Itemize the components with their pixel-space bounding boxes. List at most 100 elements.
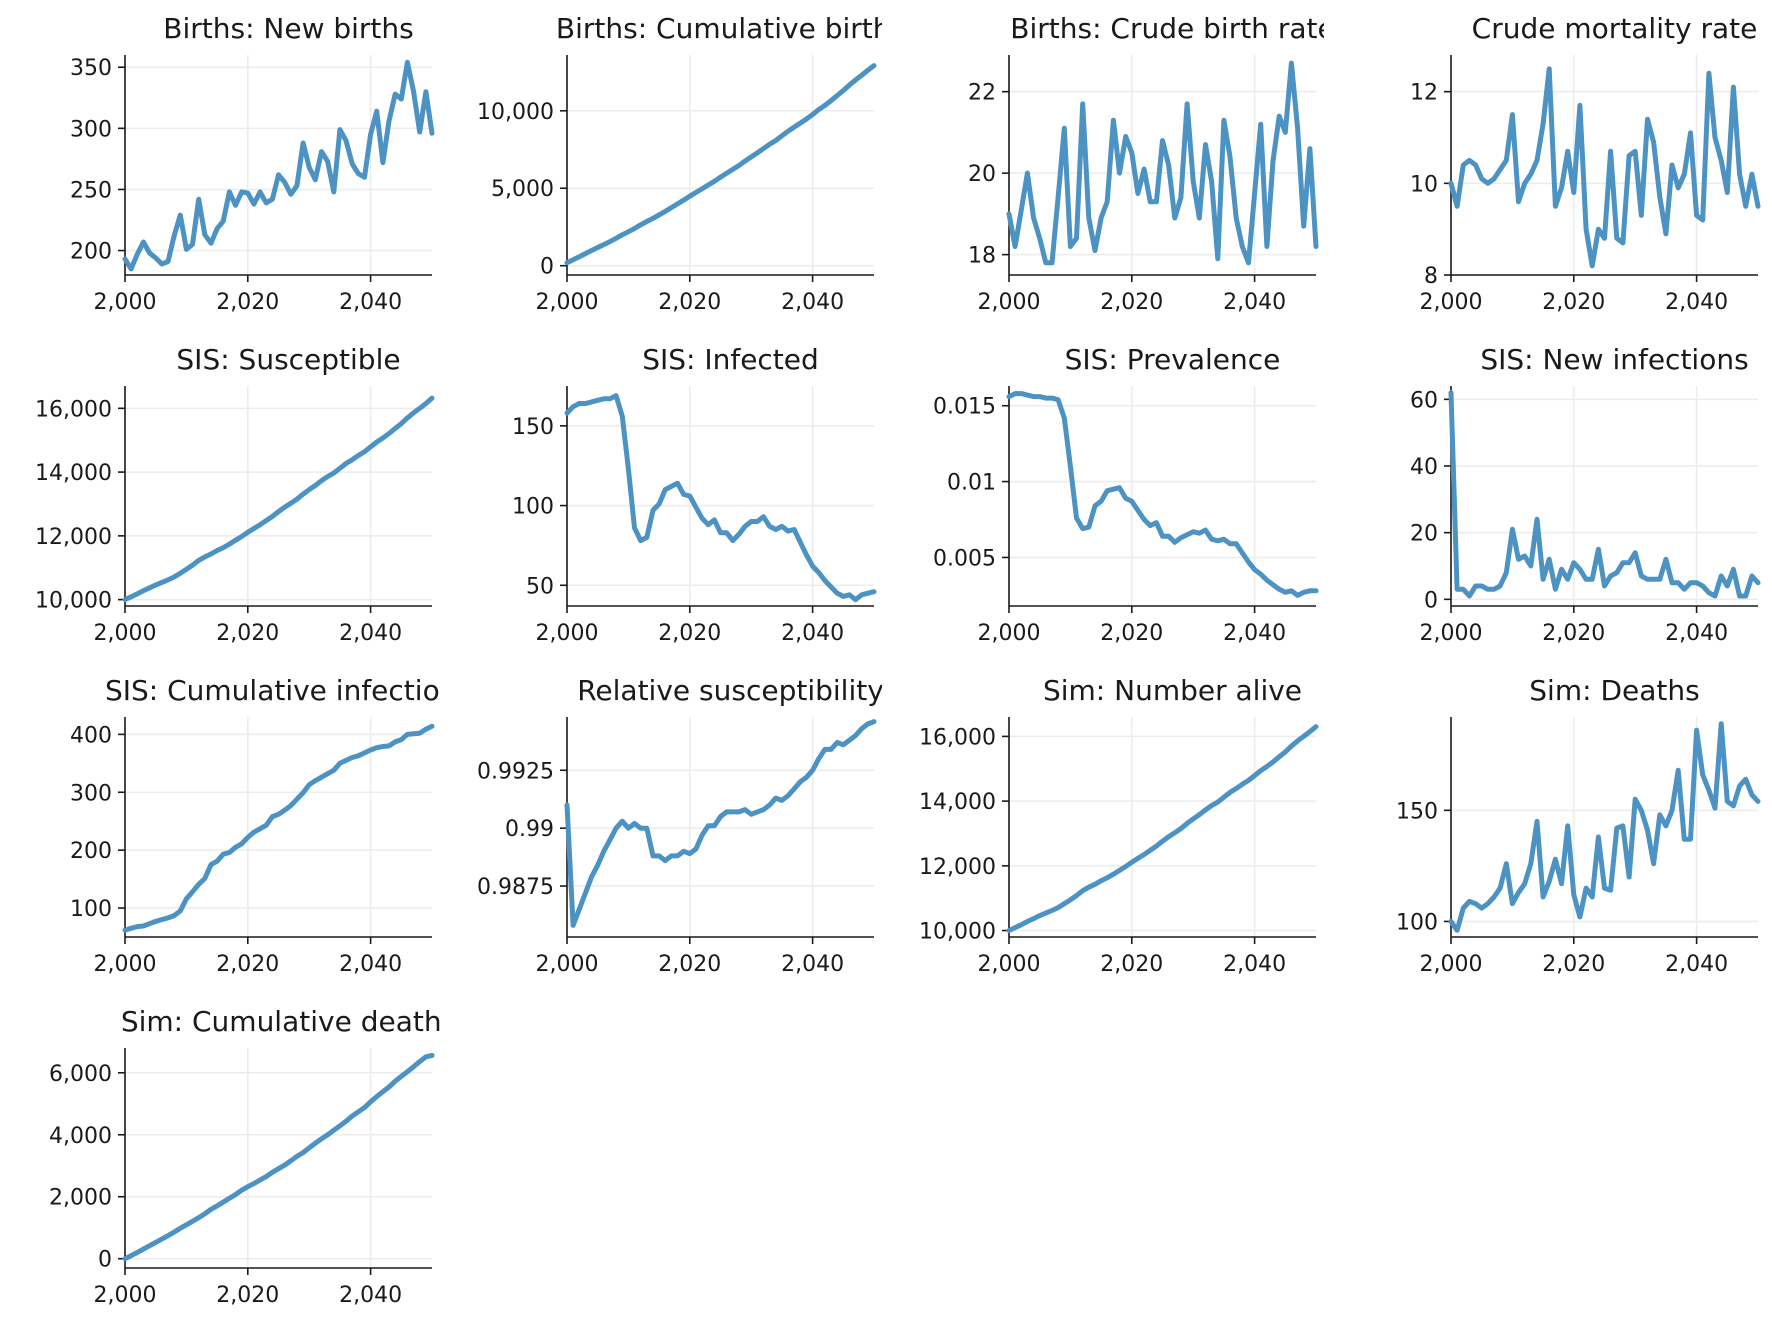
series-line	[1448, 66, 1761, 269]
y-tick-label: 0.015	[933, 395, 996, 420]
x-tick-label: 2,000	[1420, 290, 1483, 315]
y-tick-label: 400	[70, 723, 112, 748]
chart-title: Relative susceptibility	[577, 674, 882, 707]
x-tick-label: 2,040	[1665, 621, 1728, 646]
y-tick-label: 0.005	[933, 546, 996, 571]
x-tick-label: 2,000	[94, 621, 157, 646]
x-tick-label: 2,040	[339, 952, 402, 977]
y-tick-label: 12	[1410, 81, 1438, 106]
y-tick-label: 150	[512, 415, 554, 440]
x-tick-label: 2,000	[978, 621, 1041, 646]
y-tick-label: 0.99	[505, 817, 554, 842]
x-tick-label: 2,040	[339, 290, 402, 315]
x-tick-label: 2,000	[1420, 621, 1483, 646]
chart-panel-5: SIS: Susceptible 2,000 2,020 2,040 10,000 12,…	[35, 343, 435, 646]
y-tick-label: 10	[1410, 172, 1438, 197]
x-tick-label: 2,020	[658, 952, 721, 977]
y-tick-label: 100	[70, 897, 112, 922]
y-tick-label: 4,000	[49, 1124, 112, 1149]
chart-panel-10: Relative susceptibility 2,000 2,020 2,040 0.…	[477, 674, 882, 977]
series-line	[122, 1052, 435, 1262]
series-line	[122, 59, 435, 272]
y-tick-label: 20	[1410, 522, 1438, 547]
y-tick-label: 10,000	[919, 920, 996, 945]
chart-title: SIS: Cumulative infections	[105, 674, 440, 707]
x-tick-label: 2,000	[978, 290, 1041, 315]
x-tick-label: 2,020	[1542, 290, 1605, 315]
x-tick-label: 2,020	[1100, 952, 1163, 977]
x-tick-label: 2,040	[781, 290, 844, 315]
series-line	[564, 719, 877, 928]
x-tick-label: 2,000	[1420, 952, 1483, 977]
y-tick-label: 100	[1396, 910, 1438, 935]
chart-title: Births: New births	[163, 12, 414, 45]
y-tick-label: 10,000	[477, 100, 554, 125]
y-tick-label: 18	[968, 244, 996, 269]
chart-panel-1: Births: New births 2,000 2,020 2,040 200 250 3…	[70, 12, 435, 315]
x-tick-label: 2,000	[94, 290, 157, 315]
y-tick-label: 14,000	[919, 790, 996, 815]
series-line	[1448, 390, 1761, 599]
x-tick-label: 2,040	[781, 621, 844, 646]
x-tick-label: 2,040	[339, 621, 402, 646]
x-tick-label: 2,020	[1100, 290, 1163, 315]
y-tick-label: 12,000	[919, 855, 996, 880]
y-tick-label: 150	[1396, 799, 1438, 824]
y-tick-label: 200	[70, 839, 112, 864]
series-line	[1006, 391, 1319, 598]
chart-panel-9: SIS: Cumulative infections 2,000 2,020 2,04…	[70, 674, 440, 977]
y-tick-label: 0.9925	[477, 759, 554, 784]
y-tick-label: 5,000	[491, 177, 554, 202]
y-tick-label: 250	[70, 178, 112, 203]
chart-title: Sim: Cumulative deaths	[121, 1005, 440, 1038]
chart-panel-6: SIS: Infected 2,000 2,020 2,040 50 100 150	[512, 343, 877, 646]
series-line	[564, 63, 877, 266]
series-line	[1006, 60, 1319, 266]
x-tick-label: 2,000	[978, 952, 1041, 977]
series-line	[122, 723, 435, 933]
y-tick-label: 14,000	[35, 461, 112, 486]
x-tick-label: 2,020	[1100, 621, 1163, 646]
x-tick-label: 2,040	[781, 952, 844, 977]
x-tick-label: 2,040	[1665, 952, 1728, 977]
chart-title: Births: Cumulative births	[556, 12, 882, 45]
chart-title: SIS: New infections	[1480, 343, 1748, 376]
y-tick-label: 300	[70, 781, 112, 806]
y-tick-label: 0	[540, 255, 554, 280]
y-tick-label: 350	[70, 56, 112, 81]
y-tick-label: 16,000	[919, 725, 996, 750]
chart-title: Sim: Deaths	[1529, 674, 1699, 707]
y-tick-label: 22	[968, 81, 996, 106]
y-tick-label: 0	[98, 1248, 112, 1273]
x-tick-label: 2,000	[536, 952, 599, 977]
y-tick-label: 2,000	[49, 1186, 112, 1211]
x-tick-label: 2,040	[1223, 952, 1286, 977]
chart-title: SIS: Susceptible	[176, 343, 400, 376]
y-tick-label: 300	[70, 117, 112, 142]
x-tick-label: 2,000	[536, 621, 599, 646]
chart-panel-8: SIS: New infections 2,000 2,020 2,040 0 20 40 6…	[1410, 343, 1761, 646]
y-tick-label: 20	[968, 162, 996, 187]
x-tick-label: 2,040	[1223, 290, 1286, 315]
chart-title: Crude mortality rate	[1472, 12, 1758, 45]
chart-panel-7: SIS: Prevalence 2,000 2,020 2,040 0.005 0.01 0…	[933, 343, 1319, 646]
chart-title: SIS: Prevalence	[1065, 343, 1281, 376]
y-tick-label: 0	[1424, 588, 1438, 613]
x-tick-label: 2,020	[216, 290, 279, 315]
chart-panel-3: Births: Crude birth rate 2,000 2,020 2,040 1…	[968, 12, 1324, 315]
chart-title: Births: Crude birth rate	[1010, 12, 1324, 45]
chart-title: SIS: Infected	[642, 343, 819, 376]
x-tick-label: 2,040	[1223, 621, 1286, 646]
x-tick-label: 2,020	[216, 1283, 279, 1308]
series-line	[1448, 721, 1761, 933]
x-tick-label: 2,040	[1665, 290, 1728, 315]
chart-panel-13: Sim: Cumulative deaths 2,000 2,020 2,040 0 2,…	[49, 1005, 440, 1308]
y-tick-label: 16,000	[35, 397, 112, 422]
series-line	[564, 393, 877, 603]
y-tick-label: 8	[1424, 264, 1438, 289]
chart-title: Sim: Number alive	[1043, 674, 1302, 707]
chart-panel-4: Crude mortality rate 2,000 2,020 2,040 8 10 12	[1410, 12, 1761, 315]
x-tick-label: 2,020	[658, 290, 721, 315]
y-tick-label: 40	[1410, 455, 1438, 480]
